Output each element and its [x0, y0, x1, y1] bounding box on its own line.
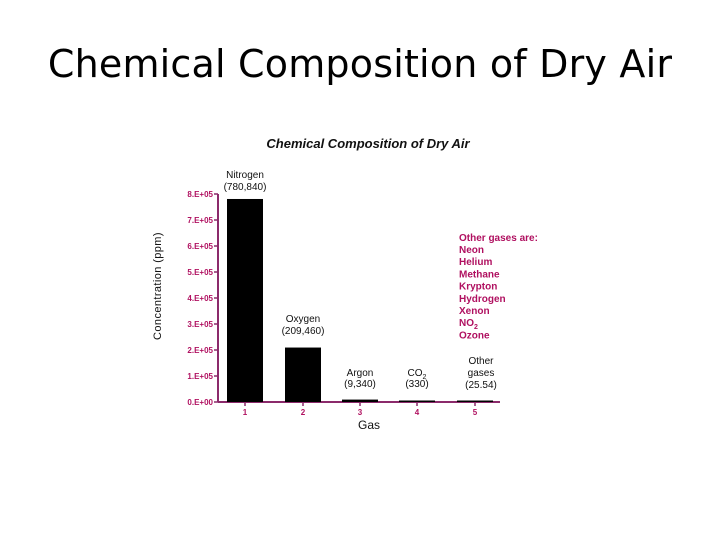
y-ticks: 0.E+00 1.E+05 2.E+05 3.E+05 4.E+05 5.E+05 6.E+… [187, 190, 218, 407]
x-tick-label: 1 [243, 408, 248, 417]
y-tick-label: 5.E+05 [187, 268, 213, 277]
y-tick-label: 8.E+05 [187, 190, 213, 199]
bar-name-label: CO2 [408, 368, 427, 381]
y-tick-label: 2.E+05 [187, 346, 213, 355]
bar-value-label: (25.54) [465, 380, 497, 391]
chart-title: Chemical Composition of Dry Air [266, 136, 470, 151]
y-axis-label: Concentration (ppm) [152, 232, 164, 340]
x-tick-label: 3 [358, 408, 363, 417]
note-item: Krypton [459, 282, 497, 293]
bar-4 [399, 400, 435, 402]
x-tick-label: 5 [473, 408, 478, 417]
bar-2 [285, 347, 321, 402]
bar-name-label: Oxygen [286, 314, 320, 325]
note-item: Ozone [459, 330, 490, 341]
bar-1 [227, 198, 263, 402]
bar-name-label-line2: gases [468, 368, 495, 379]
note-item: Neon [459, 245, 484, 256]
y-tick-label: 7.E+05 [187, 216, 213, 225]
bar-name-label: Other [468, 356, 494, 367]
slide-title: Chemical Composition of Dry Air [47, 42, 673, 86]
y-tick-label: 1.E+05 [187, 372, 213, 381]
x-tick-label: 2 [301, 408, 306, 417]
bar-5 [457, 400, 493, 402]
note-item: Helium [459, 257, 492, 268]
y-tick-label: 3.E+05 [187, 320, 213, 329]
bars [227, 198, 493, 402]
bar-value-label: (330) [405, 379, 428, 390]
note-heading: Other gases are: [459, 233, 538, 244]
y-tick-label: 4.E+05 [187, 294, 213, 303]
data-labels: Nitrogen(780,840) Oxygen(209,460) Argon(9,… [224, 170, 497, 391]
x-ticks: 1 2 3 4 5 [243, 402, 478, 417]
note-item: NO2 [459, 318, 478, 331]
y-tick-label: 6.E+05 [187, 242, 213, 251]
note-item: Hydrogen [459, 294, 506, 305]
note-item: Methane [459, 269, 500, 280]
bar-value-label: (9,340) [344, 379, 376, 390]
subscript: 2 [474, 324, 478, 331]
bar-3 [342, 399, 378, 402]
y-tick-label: 0.E+00 [187, 398, 213, 407]
subscript: 2 [423, 374, 427, 381]
x-axis-label: Gas [358, 418, 380, 432]
bar-value-label: (780,840) [224, 182, 267, 193]
x-tick-label: 4 [415, 408, 420, 417]
bar-name-label: Argon [347, 368, 374, 379]
bar-name-label: Nitrogen [226, 170, 264, 181]
bar-value-label: (209,460) [282, 326, 325, 337]
note-item: Xenon [459, 306, 490, 317]
